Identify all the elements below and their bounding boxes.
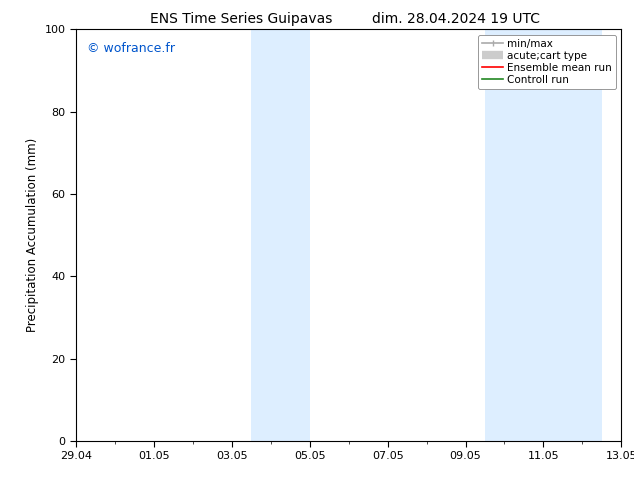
Text: © wofrance.fr: © wofrance.fr [87, 42, 175, 55]
Legend: min/max, acute;cart type, Ensemble mean run, Controll run: min/max, acute;cart type, Ensemble mean … [478, 35, 616, 89]
Text: ENS Time Series Guipavas: ENS Time Series Guipavas [150, 12, 332, 26]
Text: dim. 28.04.2024 19 UTC: dim. 28.04.2024 19 UTC [373, 12, 540, 26]
Bar [485, 29, 602, 441]
Bar [251, 29, 310, 441]
Y-axis label: Precipitation Accumulation (mm): Precipitation Accumulation (mm) [26, 138, 39, 332]
